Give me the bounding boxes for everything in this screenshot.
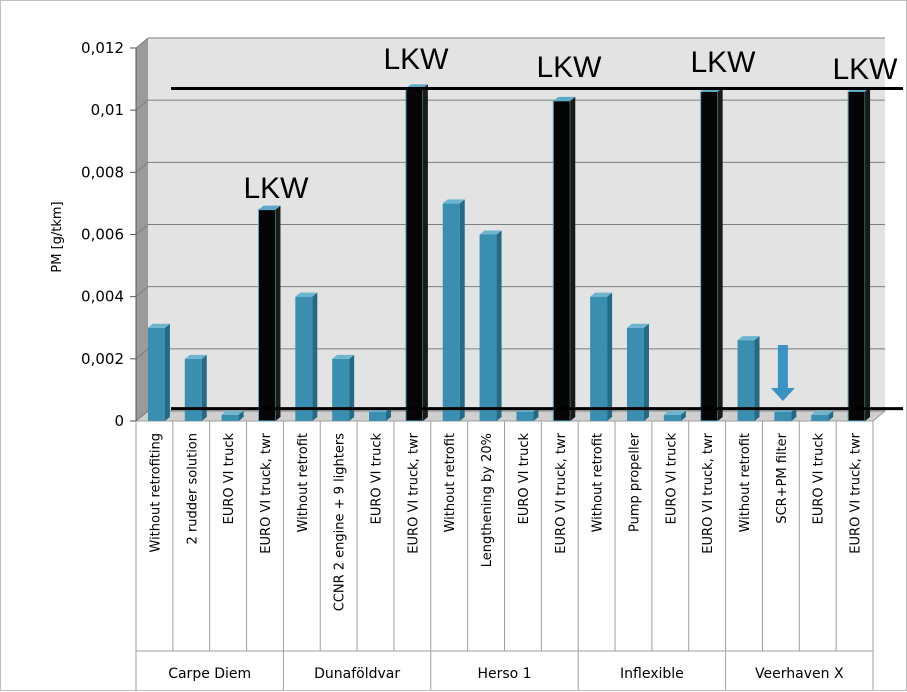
category-label: EURO VI truck, twr — [259, 432, 274, 553]
bar — [295, 292, 318, 421]
lkw-annotation: LKW — [383, 43, 449, 76]
lkw-annotation: LKW — [832, 53, 898, 86]
gridline-side — [135, 348, 149, 360]
category-label: Without retrofit — [591, 433, 606, 532]
category-label: CCNR 2 engine + 9 lighters — [333, 433, 348, 612]
bar — [332, 354, 355, 421]
bar — [590, 292, 613, 421]
bar-truck-twr — [257, 205, 281, 422]
group-label: Inflexible — [620, 666, 684, 682]
category-label: EURO VI truck — [812, 433, 827, 525]
y-tick-label: 0,012 — [81, 39, 124, 57]
gridline-side — [135, 161, 149, 173]
category-label: Without retrofit — [738, 433, 753, 532]
group-label: Carpe Diem — [168, 666, 251, 682]
bar-truck-twr — [700, 87, 723, 422]
gridline-side — [135, 37, 149, 49]
lkw-annotation: LKW — [690, 46, 756, 79]
bar-truck-twr — [847, 87, 871, 422]
y-tick-label: 0,008 — [81, 163, 124, 181]
category-label: 2 rudder solution — [185, 433, 200, 544]
y-tick-label: 0,002 — [81, 350, 124, 368]
gridline-side — [135, 410, 149, 422]
bar — [147, 323, 170, 421]
bar-truck-twr — [552, 96, 576, 422]
bar — [479, 230, 502, 421]
y-tick-label: 0,006 — [81, 226, 124, 244]
category-label: Without retrofit — [443, 433, 458, 532]
y-tick-label: 0,004 — [81, 288, 124, 306]
bar-truck-twr — [405, 84, 428, 422]
y-tick-label: 0 — [114, 412, 124, 430]
group-label: Dunaföldvar — [314, 666, 400, 682]
lkw-annotation: LKW — [536, 51, 602, 84]
gridline-side — [135, 286, 149, 298]
gridline-side — [135, 224, 149, 235]
category-label: EURO VI truck, twr — [701, 432, 716, 553]
bar — [626, 323, 649, 421]
category-label: EURO VI truck — [370, 433, 385, 525]
bar — [811, 410, 834, 421]
category-label: EURO VI truck — [222, 433, 237, 525]
gridline-side — [135, 99, 149, 111]
category-label: SCR+PM filter — [775, 432, 790, 523]
category-label: EURO VI truck, twr — [554, 432, 569, 553]
bar — [221, 410, 244, 421]
category-label: EURO VI truck — [664, 433, 679, 525]
category-label: Lengthening by 20% — [480, 433, 495, 567]
y-axis-label: PM [g/tkm] — [50, 201, 65, 272]
category-label: Pump propeller — [627, 432, 642, 532]
category-label: EURO VI truck — [517, 433, 532, 525]
category-label: Without retrofit — [296, 433, 311, 532]
bar — [442, 199, 465, 421]
category-label: EURO VI truck, twr — [406, 432, 421, 553]
category-label: Without retrofiting — [148, 433, 163, 553]
lkw-annotation: LKW — [243, 172, 309, 205]
plot-floor — [134, 410, 887, 422]
group-label: Herso 1 — [477, 666, 531, 682]
bar — [663, 410, 686, 421]
bar — [184, 354, 207, 421]
down-arrow-icon — [770, 345, 795, 401]
category-label: EURO VI truck, twr — [849, 432, 864, 553]
bar — [737, 336, 760, 421]
y-tick-label: 0,01 — [91, 101, 124, 119]
group-label: Veerhaven X — [755, 666, 844, 682]
